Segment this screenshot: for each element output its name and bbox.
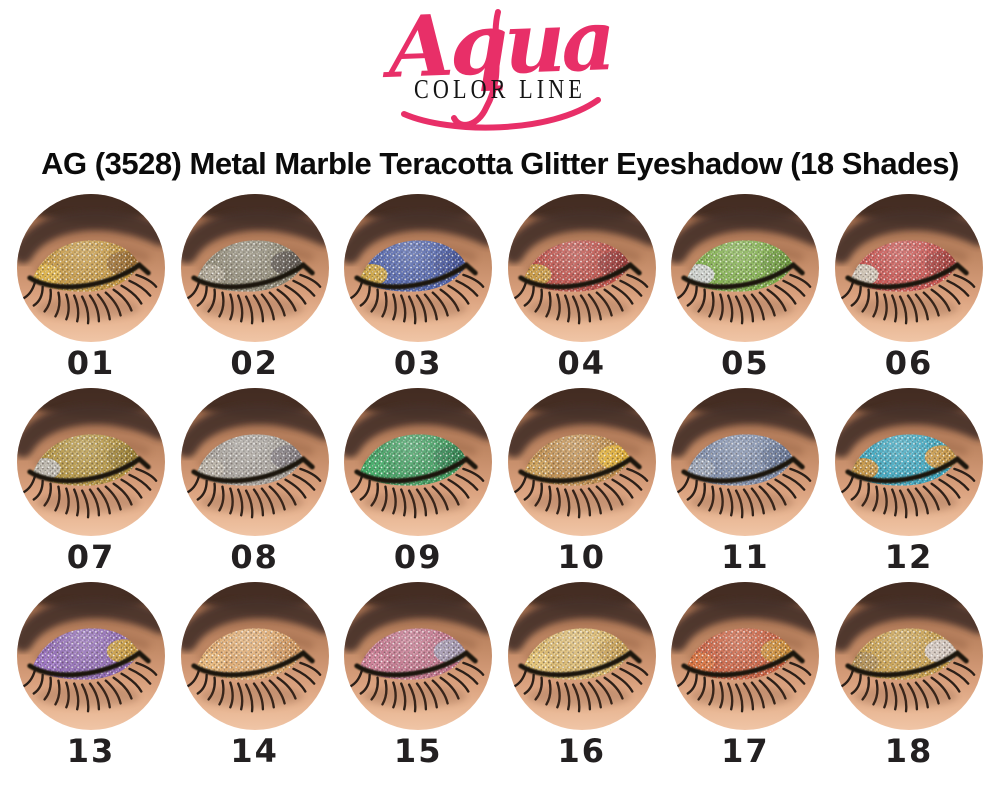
eye-photo bbox=[507, 194, 656, 342]
shade-number: 09 bbox=[393, 538, 443, 576]
brand-logo: Aqua COLOR LINE bbox=[350, 0, 650, 131]
eye-makeup-illustration bbox=[507, 194, 656, 342]
eye-photo bbox=[671, 388, 820, 536]
eye-makeup-illustration bbox=[507, 388, 656, 536]
shade-swatch-15: 15 bbox=[344, 582, 493, 770]
shade-swatch-17: 17 bbox=[671, 582, 820, 770]
eye-photo bbox=[834, 582, 983, 730]
shade-number: 10 bbox=[557, 538, 607, 576]
shade-swatch-16: 16 bbox=[507, 582, 656, 770]
eye-photo bbox=[834, 194, 983, 342]
eye-makeup-illustration bbox=[507, 582, 656, 730]
eye-makeup-illustration bbox=[834, 582, 983, 730]
eye-photo bbox=[180, 388, 329, 536]
eye-photo bbox=[834, 388, 983, 536]
brand-subtitle: COLOR LINE bbox=[414, 73, 586, 104]
shade-swatch-02: 02 bbox=[180, 194, 329, 382]
shade-number: 17 bbox=[721, 732, 770, 770]
eye-makeup-illustration bbox=[834, 194, 983, 342]
shade-number: 01 bbox=[66, 344, 116, 382]
eye-photo bbox=[344, 194, 493, 342]
shade-number: 04 bbox=[557, 344, 607, 382]
eye-makeup-illustration bbox=[671, 582, 820, 730]
shade-number: 02 bbox=[230, 344, 279, 382]
eye-makeup-illustration bbox=[834, 388, 983, 536]
eye-makeup-illustration bbox=[17, 194, 165, 342]
shade-number: 07 bbox=[66, 538, 116, 576]
shade-number: 16 bbox=[557, 732, 607, 770]
eye-makeup-illustration bbox=[344, 194, 493, 342]
eye-makeup-illustration bbox=[17, 388, 165, 536]
eye-photo bbox=[17, 388, 165, 536]
eye-photo bbox=[344, 388, 493, 536]
eye-photo bbox=[507, 582, 656, 730]
eye-photo bbox=[180, 582, 329, 730]
shade-swatch-18: 18 bbox=[834, 582, 983, 770]
shade-number: 11 bbox=[721, 538, 770, 576]
shade-swatch-01: 01 bbox=[17, 194, 165, 379]
shade-swatch-06: 06 bbox=[834, 194, 983, 382]
shade-swatch-13: 13 bbox=[17, 582, 165, 767]
shade-number: 03 bbox=[393, 344, 443, 382]
eye-makeup-illustration bbox=[180, 582, 329, 730]
eye-photo bbox=[17, 194, 165, 342]
eye-makeup-illustration bbox=[180, 388, 329, 536]
shade-swatch-04: 04 bbox=[507, 194, 656, 382]
shade-swatch-09: 09 bbox=[344, 388, 493, 576]
eye-makeup-illustration bbox=[671, 388, 820, 536]
shade-swatch-03: 03 bbox=[344, 194, 493, 382]
eye-makeup-illustration bbox=[17, 582, 165, 730]
shade-swatch-07: 07 bbox=[17, 388, 165, 573]
shade-swatch-05: 05 bbox=[671, 194, 820, 382]
shade-number: 06 bbox=[884, 344, 934, 382]
shade-number: 12 bbox=[884, 538, 934, 576]
eye-photo bbox=[507, 388, 656, 536]
eye-makeup-illustration bbox=[180, 194, 329, 342]
shade-swatch-11: 11 bbox=[671, 388, 820, 576]
eye-makeup-illustration bbox=[344, 582, 493, 730]
shade-number: 18 bbox=[884, 732, 934, 770]
shade-swatch-14: 14 bbox=[180, 582, 329, 770]
eye-makeup-illustration bbox=[344, 388, 493, 536]
eye-photo bbox=[671, 194, 820, 342]
shade-swatch-08: 08 bbox=[180, 388, 329, 576]
shade-number: 13 bbox=[66, 732, 116, 770]
shade-swatch-12: 12 bbox=[834, 388, 983, 576]
shade-number: 08 bbox=[230, 538, 279, 576]
shade-swatch-10: 10 bbox=[507, 388, 656, 576]
product-title: AG (3528) Metal Marble Teracotta Glitter… bbox=[41, 146, 959, 181]
eye-photo bbox=[180, 194, 329, 342]
shade-grid: 01 02 bbox=[0, 194, 1000, 767]
eye-photo bbox=[344, 582, 493, 730]
shade-number: 15 bbox=[393, 732, 443, 770]
eye-photo bbox=[17, 582, 165, 730]
eye-makeup-illustration bbox=[671, 194, 820, 342]
shade-number: 14 bbox=[230, 732, 279, 770]
eye-photo bbox=[671, 582, 820, 730]
shade-number: 05 bbox=[721, 344, 770, 382]
